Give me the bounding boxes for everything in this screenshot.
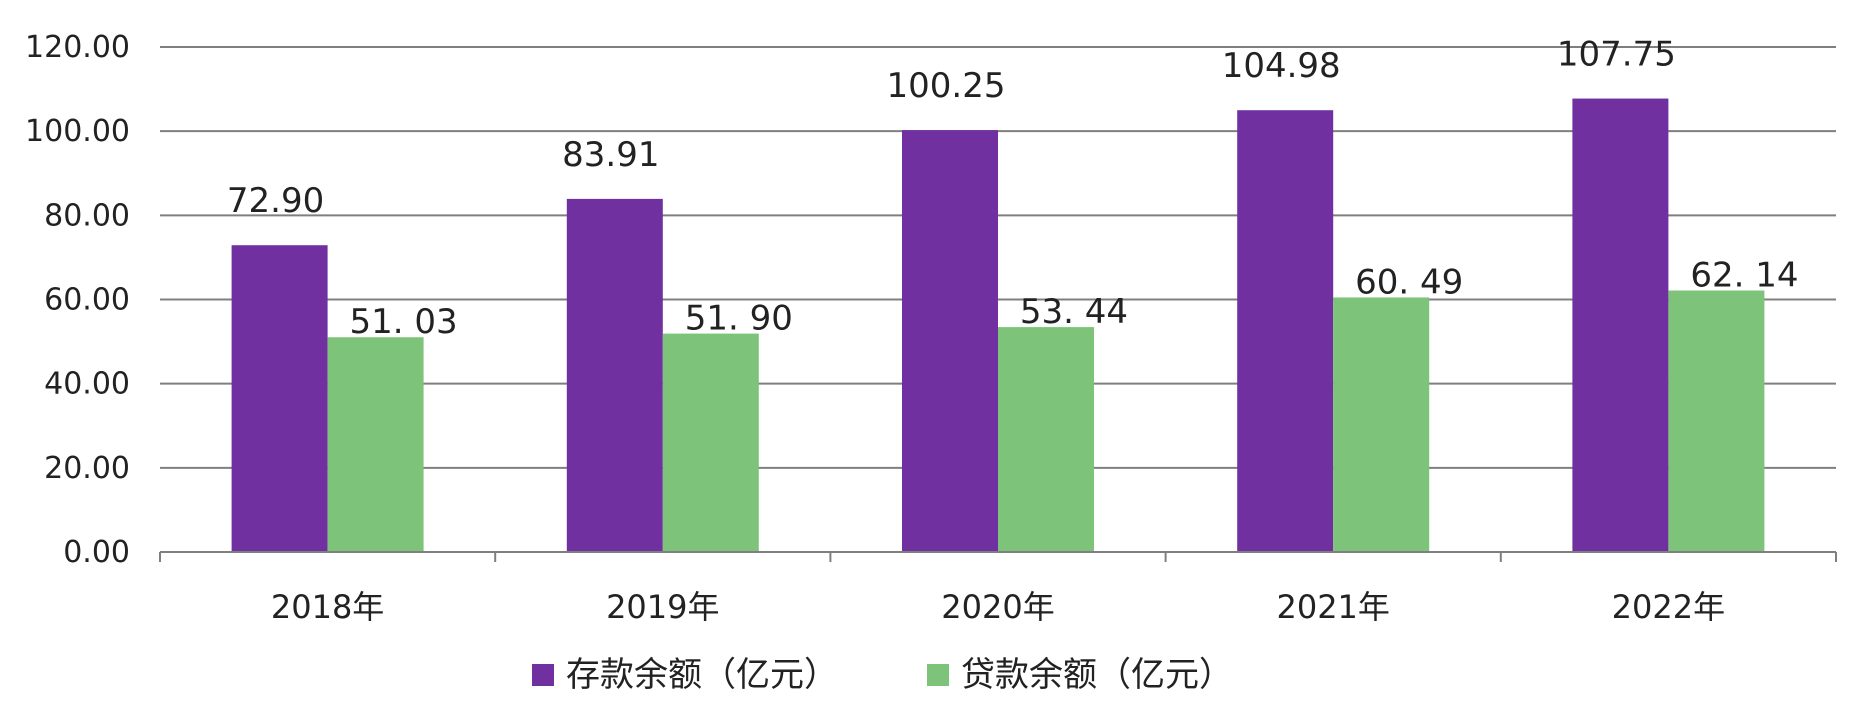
y-tick-label: 40.00 (44, 367, 130, 402)
y-tick-label: 120.00 (25, 30, 130, 65)
y-tick-label: 20.00 (44, 451, 130, 486)
loan-bar (1668, 290, 1765, 552)
x-category-label: 2022年 (1612, 588, 1725, 626)
loan-bar (662, 333, 759, 552)
deposit-data-label: 83.91 (562, 135, 659, 175)
legend-swatch-deposit (532, 664, 554, 686)
deposit-data-label: 104.98 (1222, 46, 1341, 86)
legend: 存款余额（亿元） 贷款余额（亿元） (532, 655, 1233, 695)
deposit-bar (902, 130, 998, 553)
x-category-label: 2018年 (271, 588, 384, 626)
loan-bar (998, 327, 1094, 552)
legend-swatch-loan (927, 664, 949, 686)
data-labels: 72.90 51. 03 83.91 51. 90 100.25 53. 44 104.98… (227, 35, 1799, 343)
deposit-data-label: 72.90 (227, 181, 324, 221)
y-tick-label: 0.00 (63, 535, 130, 570)
loan-data-label: 62. 14 (1690, 255, 1798, 295)
deposit-bar (566, 198, 663, 552)
bars (231, 98, 1765, 553)
deposit-bar (1237, 110, 1334, 552)
loan-data-label: 53. 44 (1020, 292, 1128, 332)
deposit-data-label: 100.25 (887, 66, 1006, 106)
x-axis-categories: 2018年 2019年 2020年 2021年 2022年 (271, 588, 1725, 626)
loan-data-label: 51. 90 (685, 299, 793, 339)
loan-data-label: 51. 03 (350, 302, 458, 342)
loan-data-label: 60. 49 (1355, 262, 1463, 302)
y-axis-ticks: 0.00 20.00 40.00 60.00 80.00 100.00 120.00 (25, 30, 130, 570)
y-tick-label: 60.00 (44, 283, 130, 318)
legend-label-deposit: 存款余额（亿元） (566, 655, 838, 695)
x-axis (159, 551, 1837, 562)
deposit-bar (1572, 98, 1669, 552)
x-category-label: 2021年 (1276, 588, 1389, 626)
y-tick-label: 100.00 (25, 114, 130, 149)
deposit-bar (231, 245, 328, 552)
deposit-data-label: 107.75 (1557, 35, 1676, 75)
y-tick-label: 80.00 (44, 198, 130, 233)
loan-bar (327, 337, 424, 552)
x-category-label: 2019年 (606, 588, 719, 626)
legend-label-loan: 贷款余额（亿元） (961, 655, 1233, 695)
x-category-label: 2020年 (941, 588, 1054, 626)
loan-bar (1333, 297, 1430, 552)
